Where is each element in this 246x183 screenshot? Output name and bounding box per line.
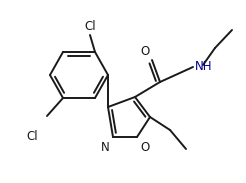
Text: Cl: Cl xyxy=(84,20,96,33)
Text: N: N xyxy=(101,141,110,154)
Text: NH: NH xyxy=(195,61,213,74)
Text: Cl: Cl xyxy=(26,130,38,143)
Text: O: O xyxy=(141,45,150,58)
Text: O: O xyxy=(140,141,149,154)
